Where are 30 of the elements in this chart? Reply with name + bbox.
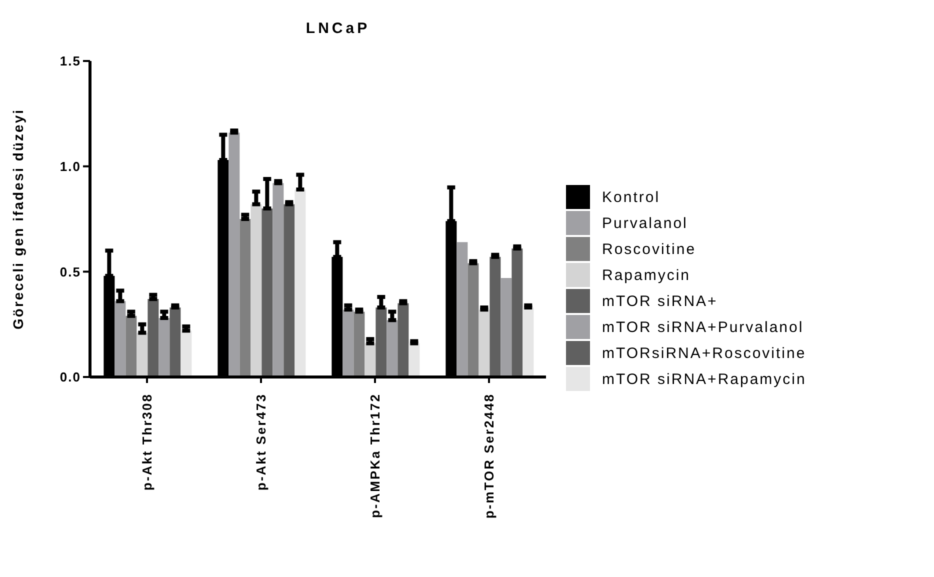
legend-label: Kontrol xyxy=(602,188,660,206)
y-tick-label: 1.0 xyxy=(60,158,81,174)
legend-label: mTOR siRNA+ xyxy=(602,292,718,310)
legend-label: Purvalanol xyxy=(602,214,688,232)
bar xyxy=(468,263,479,377)
bar xyxy=(522,307,534,377)
chart-title: LNCaP xyxy=(304,20,372,37)
bar xyxy=(500,278,512,377)
bar xyxy=(408,343,420,377)
bar xyxy=(272,183,284,377)
y-tick-label: 0.5 xyxy=(60,264,81,280)
y-axis-title: Göreceli gen ifadesi düzeyi xyxy=(10,108,26,330)
legend-label: mTOR siRNA+Rapamycin xyxy=(602,370,806,388)
x-tick-label: p-Akt Ser473 xyxy=(254,393,268,490)
x-tick-label: p-Akt Thr308 xyxy=(140,393,154,490)
legend-label: mTOR siRNA+Purvalanol xyxy=(602,318,804,336)
bar xyxy=(398,303,409,377)
bar xyxy=(284,204,295,377)
bar xyxy=(170,307,181,377)
legend-label: mTORsiRNA+Roscovitine xyxy=(602,344,806,362)
y-tick-label: 0.0 xyxy=(60,370,81,385)
bar xyxy=(456,242,468,377)
x-tick-label: p-mTOR Ser2448 xyxy=(482,393,496,519)
y-tick-label: 1.5 xyxy=(60,54,81,69)
bar xyxy=(354,312,365,377)
bar xyxy=(512,248,523,377)
bar xyxy=(490,256,501,377)
legend-label: Roscovitine xyxy=(602,240,696,258)
legend-label: Rapamycin xyxy=(602,266,691,284)
x-tick-label: p-AMPKa Thr172 xyxy=(368,393,382,518)
